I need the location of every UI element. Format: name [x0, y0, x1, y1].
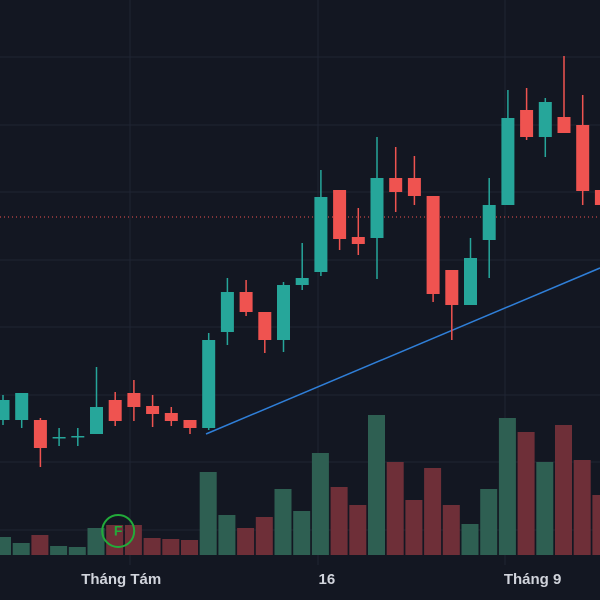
candle-body: [538, 102, 552, 137]
volume-bar: [255, 517, 273, 555]
candle-body: [333, 190, 347, 239]
volume-bar: [199, 472, 217, 555]
candle-body: [295, 278, 309, 285]
candle-body: [426, 196, 440, 294]
volume-bar: [517, 432, 535, 555]
volume-bar: [424, 468, 442, 555]
candle-body: [464, 258, 477, 305]
volume-bar: [461, 524, 479, 555]
volume-bar: [555, 425, 572, 555]
volume-bar: [293, 511, 311, 555]
candle-body: [220, 292, 234, 332]
candle-body: [557, 117, 571, 133]
candle-body: [71, 436, 85, 438]
candle-body: [520, 110, 534, 137]
volume-bar: [480, 489, 498, 555]
volume-bar: [87, 528, 105, 555]
volume-bar: [368, 415, 385, 555]
candle-body: [0, 400, 10, 420]
x-tick-label: Tháng 9: [504, 571, 562, 588]
candle-body: [127, 393, 141, 407]
volume-bar: [143, 538, 161, 555]
candle-body: [202, 340, 216, 428]
volume-bar: [162, 539, 180, 555]
candle-body: [445, 270, 459, 305]
candle-body: [108, 400, 122, 421]
volume-bar: [536, 462, 554, 555]
candle-body: [33, 420, 47, 448]
candle-body: [314, 197, 328, 272]
volume-bar: [349, 505, 367, 555]
volume-bar: [405, 500, 423, 555]
volume-bar: [181, 540, 198, 555]
volume-bar: [124, 525, 142, 555]
volume-bar: [237, 528, 255, 555]
candle-body: [146, 406, 160, 414]
volume-bar: [386, 462, 404, 555]
trend-line: [205, 267, 600, 435]
volume-bar: [218, 515, 236, 555]
candle-body: [258, 312, 272, 340]
candle-body: [501, 118, 515, 205]
candle-body: [52, 437, 66, 439]
x-tick-label: 16: [319, 571, 336, 588]
volume-bar: [442, 505, 460, 555]
volume-bar: [498, 418, 516, 555]
volume-bar: [592, 495, 600, 555]
volume-bar: [573, 460, 591, 555]
candle-body: [389, 178, 403, 192]
candle-body: [351, 237, 365, 244]
candle-body: [164, 413, 178, 421]
volume-bar: [12, 543, 30, 555]
volume-bar: [274, 489, 292, 555]
event-marker-label: F: [114, 523, 123, 539]
candle-body: [407, 178, 421, 196]
volume-bar: [311, 453, 329, 555]
candle-body: [90, 407, 103, 434]
candle-body: [183, 420, 197, 428]
candle-body: [370, 178, 384, 238]
volume-bar: [330, 487, 348, 555]
candle-body: [277, 285, 290, 340]
candle-body: [15, 393, 29, 420]
event-marker: [101, 514, 136, 548]
volume-bar: [0, 537, 11, 555]
x-tick-label: Tháng Tám: [81, 571, 161, 588]
candle-body: [576, 125, 590, 191]
volume-bar: [50, 546, 68, 555]
candle-body: [239, 292, 253, 312]
candle-body: [482, 205, 496, 240]
candle-body: [594, 190, 600, 205]
volume-bar: [31, 535, 49, 555]
volume-bar: [68, 547, 86, 555]
